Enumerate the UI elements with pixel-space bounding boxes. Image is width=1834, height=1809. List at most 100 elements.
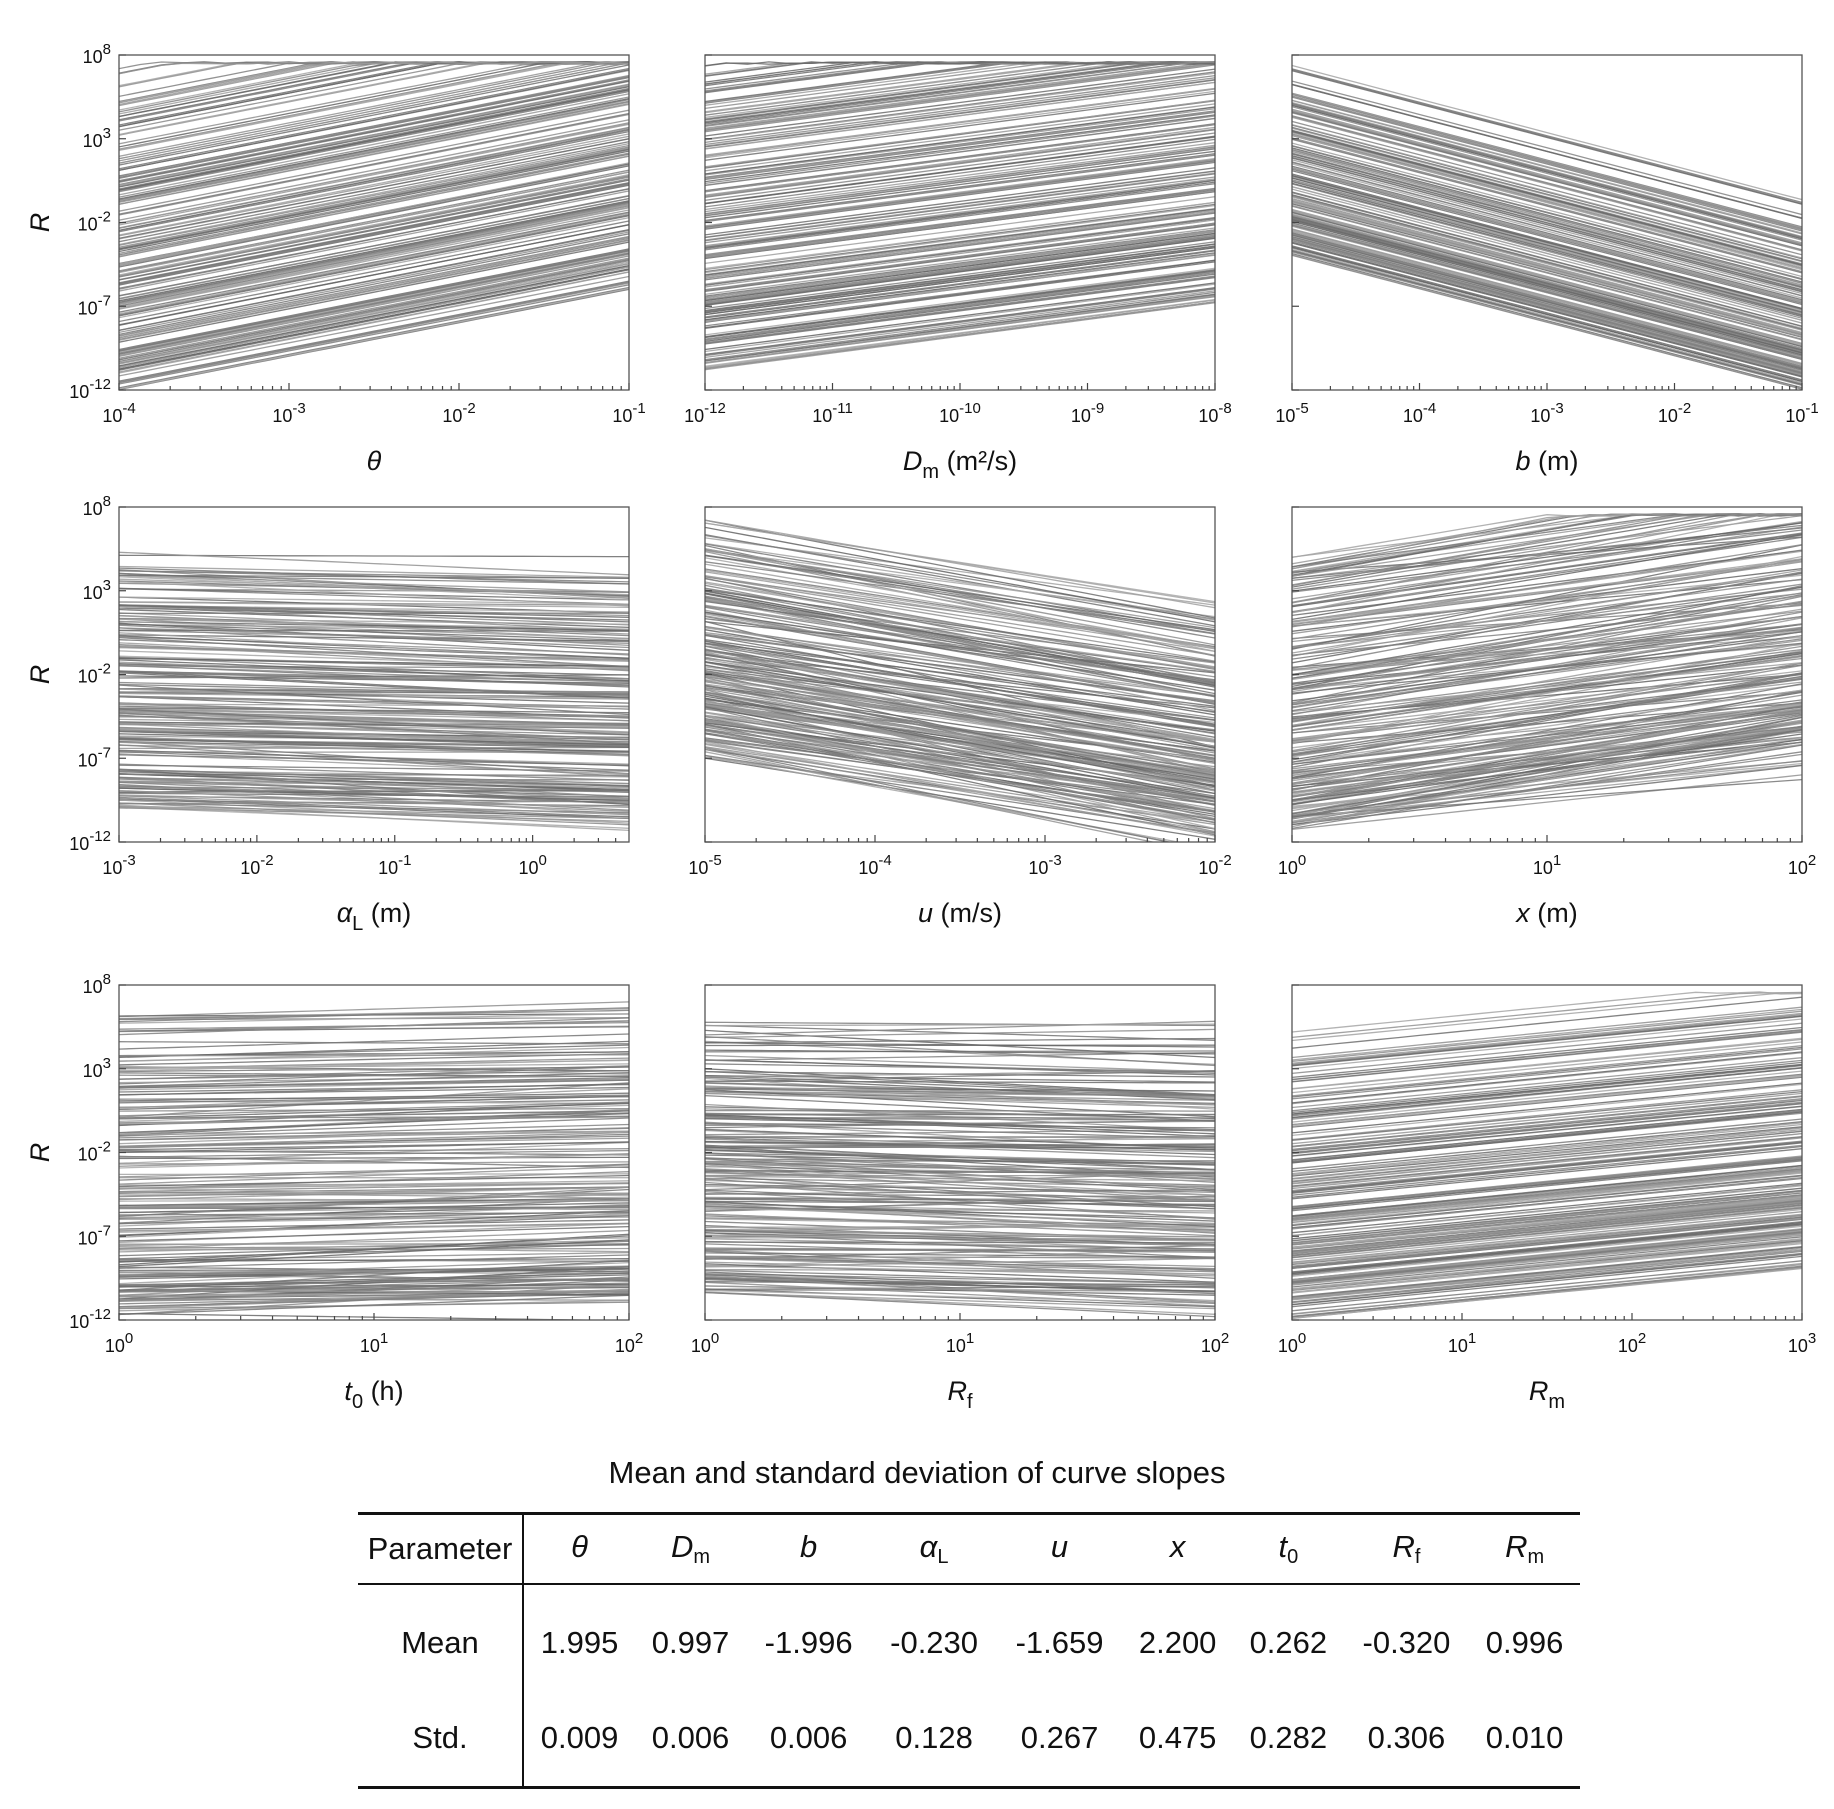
series-curve <box>705 108 1215 176</box>
series-curve <box>119 217 629 319</box>
curve-group <box>1292 64 1802 390</box>
series-curve <box>705 1070 1215 1078</box>
series-curve <box>1292 1046 1802 1098</box>
series-curve <box>705 1063 1215 1073</box>
series-curve <box>119 61 629 152</box>
series-curve <box>1292 96 1802 232</box>
series-curve <box>1292 83 1802 220</box>
table-cell: 2.200 <box>1138 1625 1217 1660</box>
series-curve <box>1292 611 1802 706</box>
series-curve <box>705 639 1215 713</box>
series-curve <box>1292 737 1802 822</box>
series-curve <box>1292 1145 1802 1198</box>
series-curve <box>1292 1159 1802 1210</box>
series-curve <box>119 61 629 106</box>
series-curve <box>1292 1041 1802 1094</box>
table-cell: 0.996 <box>1485 1625 1564 1660</box>
series-curve <box>705 287 1215 356</box>
slope-table: Parameter θ Dm b αL u x t0 Rf Rm Mean 1.… <box>358 1512 1580 1789</box>
series-curve <box>119 241 629 343</box>
series-curve <box>119 1137 629 1148</box>
series-curve <box>705 63 1215 129</box>
series-curve <box>1292 673 1802 768</box>
series-curve <box>119 804 629 832</box>
series-curve <box>705 1169 1215 1175</box>
series-curve <box>1292 1045 1802 1097</box>
series-curve <box>705 64 1215 133</box>
series-curve <box>1292 120 1802 256</box>
series-curve <box>1292 1155 1802 1208</box>
x-tick-label: 10-4 <box>102 400 135 426</box>
series-curve <box>705 1257 1215 1268</box>
series-curve <box>705 61 1215 123</box>
series-curve <box>119 269 629 371</box>
panel-Rf: 100 101 102 Rf <box>691 984 1229 1413</box>
series-curve <box>705 746 1215 826</box>
x-tick-label: 102 <box>1201 1330 1229 1356</box>
series-curve <box>119 1163 629 1181</box>
series-curve <box>1292 778 1802 818</box>
header-parameter: Parameter <box>358 1513 524 1585</box>
series-curve <box>119 1107 629 1112</box>
table-cell: 0.997 <box>651 1625 730 1660</box>
series-curve <box>705 1255 1215 1268</box>
series-curve <box>119 268 629 370</box>
series-curve <box>119 574 629 593</box>
series-curve <box>119 148 629 251</box>
x-tick-label: 10-9 <box>1071 400 1104 426</box>
series-curve <box>705 117 1215 187</box>
series-curve <box>705 290 1215 359</box>
series-curve <box>1292 1127 1802 1180</box>
series-curve <box>119 645 629 662</box>
series-curve <box>119 281 629 384</box>
series-curve <box>1292 1238 1802 1291</box>
series-curve <box>1292 1156 1802 1208</box>
series-curve <box>705 1113 1215 1116</box>
series-curve <box>119 280 629 382</box>
series-curve <box>119 201 629 303</box>
series-curve <box>705 605 1215 686</box>
series-curve <box>1292 126 1802 262</box>
series-curve <box>705 1020 1215 1036</box>
series-curve <box>705 733 1215 801</box>
series-curve <box>705 1217 1215 1226</box>
series-curve <box>119 604 629 618</box>
series-curve <box>705 519 1215 609</box>
series-curve <box>705 1291 1215 1318</box>
series-curve <box>1292 513 1802 590</box>
x-tick-label: 100 <box>1278 1330 1306 1356</box>
series-curve <box>1292 616 1802 676</box>
series-curve <box>1292 157 1802 293</box>
series-curve <box>119 76 629 179</box>
series-curve <box>1292 662 1802 713</box>
series-curve <box>1292 1185 1802 1237</box>
series-curve <box>705 1201 1215 1222</box>
series-curve <box>119 200 629 302</box>
x-tick-label: 10-4 <box>858 852 891 878</box>
series-curve <box>705 150 1215 219</box>
series-curve <box>119 83 629 186</box>
series-curve <box>1292 1248 1802 1299</box>
series-curve <box>119 261 629 364</box>
series-curve <box>119 231 629 334</box>
curve-group <box>119 551 629 832</box>
series-curve <box>119 275 629 377</box>
series-curve <box>705 90 1215 159</box>
table-cell: 0.475 <box>1138 1719 1217 1755</box>
series-curve <box>705 203 1215 273</box>
series-curve <box>705 167 1215 236</box>
series-curve <box>1292 1128 1802 1180</box>
series-curve <box>705 1088 1215 1097</box>
series-curve <box>1292 103 1802 239</box>
series-curve <box>119 768 629 787</box>
series-curve <box>119 1148 629 1154</box>
series-curve <box>1292 237 1802 373</box>
series-curve <box>1292 1194 1802 1246</box>
table-cell: 0.282 <box>1249 1719 1328 1755</box>
series-curve <box>1292 683 1802 779</box>
series-curve <box>1292 681 1802 741</box>
series-curve <box>1292 175 1802 311</box>
series-curve <box>119 194 629 297</box>
series-curve <box>1292 1099 1802 1152</box>
table-cell: -0.320 <box>1362 1625 1451 1660</box>
